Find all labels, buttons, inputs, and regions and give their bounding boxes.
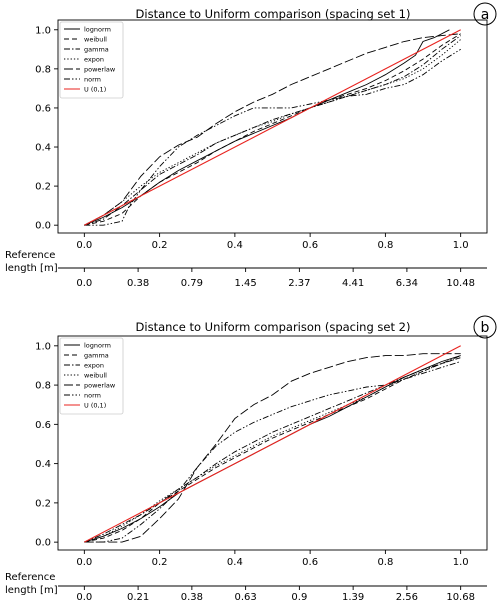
x-tick-label: 0.2 — [152, 240, 168, 251]
x-tick-label: 1.0 — [453, 557, 469, 568]
secondary-tick-label: 2.37 — [288, 278, 310, 289]
secondary-axis-label-b-line1: Reference — [5, 572, 55, 583]
legend-label: lognorm — [84, 26, 111, 34]
x-tick-label: 0.0 — [76, 557, 92, 568]
series-line-gamma — [84, 35, 461, 226]
series-line-powerlaw — [84, 353, 461, 543]
legend-label: gamma — [84, 352, 109, 360]
legend-label: gamma — [84, 46, 109, 54]
legend-label: expon — [84, 362, 104, 370]
y-tick-label: 0.2 — [35, 182, 51, 193]
legend-label: powerlaw — [84, 66, 116, 74]
x-tick-label: 0.0 — [76, 240, 92, 251]
legend-label: weibull — [84, 36, 107, 44]
series-line-weibull — [84, 357, 461, 543]
y-tick-label: 0.4 — [35, 143, 51, 154]
plot-frame-a — [57, 19, 488, 234]
x-axis-ticks-a: 0.0 0.2 0.4 0.6 0.8 1.0 — [76, 233, 469, 251]
secondary-tick-label: 0.63 — [234, 592, 256, 603]
legend-label: weibull — [84, 372, 107, 380]
x-axis-ticks-b: 0.0 0.2 0.4 0.6 0.8 1.0 — [76, 550, 469, 568]
secondary-tick-label: 0.9 — [291, 592, 307, 603]
x-tick-label: 1.0 — [453, 240, 469, 251]
y-tick-label: 0.8 — [35, 64, 51, 75]
legend-label: norm — [84, 392, 101, 400]
secondary-tick-label: 0.0 — [76, 278, 92, 289]
x-tick-label: 0.2 — [152, 557, 168, 568]
legend-label: lognorm — [84, 342, 111, 350]
series-line-expon — [84, 355, 461, 543]
secondary-tick-label: 0.0 — [76, 592, 92, 603]
y-tick-label: 1.0 — [35, 25, 51, 36]
legend-label: U (0,1) — [84, 402, 106, 410]
series-line-expon — [84, 39, 461, 226]
x-tick-label: 0.6 — [302, 240, 318, 251]
x-tick-label: 0.4 — [227, 240, 243, 251]
secondary-tick-label: 0.21 — [127, 592, 149, 603]
secondary-tick-label: 1.39 — [342, 592, 364, 603]
secondary-tick-label: 6.34 — [396, 278, 418, 289]
x-tick-label: 0.6 — [302, 557, 318, 568]
panel-b: Distance to Uniform comparison (spacing … — [5, 315, 497, 603]
legend-label: norm — [84, 76, 101, 84]
legend-label: U (0,1) — [84, 86, 106, 94]
series-line-norm — [84, 48, 461, 226]
series-line-u01 — [84, 345, 461, 543]
series-line-lognorm — [84, 355, 461, 543]
x-tick-label: 0.8 — [377, 557, 393, 568]
legend-label: expon — [84, 56, 104, 64]
y-tick-label: 0.8 — [35, 381, 51, 392]
panel-label-circle-b — [473, 315, 497, 339]
legend-label: powerlaw — [84, 382, 116, 390]
plot-frame-b — [57, 335, 488, 551]
secondary-tick-label: 0.38 — [181, 592, 203, 603]
y-tick-label: 0.6 — [35, 420, 51, 431]
legend-a: lognorm weibull gamma expon powerlaw norm U (0… — [59, 21, 124, 99]
y-tick-label: 0.0 — [35, 221, 51, 232]
secondary-axis-ticks-b: 0.0 0.21 0.38 0.63 0.9 1.39 2.56 10.68 — [76, 586, 475, 603]
series-line-powerlaw — [84, 33, 461, 226]
secondary-tick-label: 10.68 — [446, 592, 475, 603]
secondary-axis-label-a-line1: Reference — [5, 250, 55, 261]
panel-label-b: b — [481, 320, 490, 336]
secondary-axis-ticks-a: 0.0 0.38 0.79 1.45 2.37 4.41 6.34 10.48 — [76, 268, 475, 289]
y-tick-label: 1.0 — [35, 341, 51, 352]
panel-label-circle-a — [473, 2, 497, 26]
series-line-weibull — [84, 33, 461, 226]
legend-b: lognorm gamma expon weibull powerlaw norm U (0… — [59, 337, 124, 415]
panel-a: Distance to Uniform comparison (spacing … — [5, 2, 497, 289]
y-tick-label: 0.2 — [35, 498, 51, 509]
x-tick-label: 0.4 — [227, 557, 243, 568]
series-lines-b — [84, 345, 461, 543]
y-axis-ticks-b: 0.0 0.2 0.4 0.6 0.8 1.0 — [35, 341, 58, 549]
chart-title-b: Distance to Uniform comparison (spacing … — [136, 320, 411, 334]
secondary-tick-label: 0.38 — [127, 278, 149, 289]
series-line-lognorm — [84, 29, 450, 226]
series-line-gamma — [84, 357, 461, 543]
series-line-norm — [84, 361, 461, 543]
y-tick-label: 0.6 — [35, 103, 51, 114]
secondary-axis-label-b-line2: length [m] — [5, 585, 58, 596]
secondary-tick-label: 10.48 — [446, 278, 475, 289]
secondary-tick-label: 2.56 — [396, 592, 418, 603]
y-tick-label: 0.0 — [35, 538, 51, 549]
y-axis-ticks-a: 0.0 0.2 0.4 0.6 0.8 1.0 — [35, 25, 58, 232]
x-tick-label: 0.8 — [377, 240, 393, 251]
series-line-u01 — [84, 29, 461, 226]
secondary-tick-label: 1.45 — [234, 278, 256, 289]
secondary-tick-label: 4.41 — [342, 278, 364, 289]
y-tick-label: 0.4 — [35, 459, 51, 470]
secondary-axis-label-a-line2: length [m] — [5, 263, 58, 274]
series-lines-a — [84, 29, 461, 226]
secondary-tick-label: 0.79 — [181, 278, 203, 289]
panel-label-a: a — [481, 7, 490, 23]
chart-title-a: Distance to Uniform comparison (spacing … — [136, 7, 411, 21]
